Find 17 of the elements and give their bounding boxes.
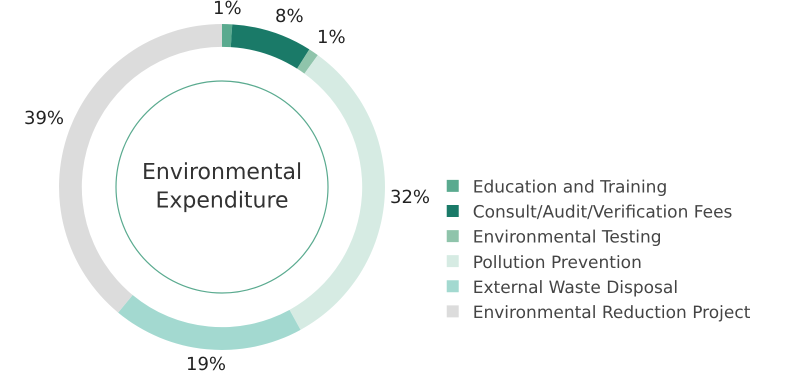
data-label: 19% (186, 354, 226, 375)
data-label: 1% (317, 27, 346, 48)
donut-slice (230, 24, 310, 69)
legend-label: Consult/Audit/Verification Fees (472, 202, 733, 223)
data-label: 8% (275, 6, 304, 27)
data-label: 39% (24, 108, 64, 129)
donut-slice (118, 295, 301, 350)
legend-label: External Waste Disposal (472, 278, 678, 298)
data-label: 1% (213, 0, 242, 19)
legend-label: Environmental Testing (472, 228, 662, 248)
data-label: 32% (390, 187, 430, 208)
legend-label: Pollution Prevention (472, 252, 642, 273)
text: Environmental Expenditure (142, 160, 302, 214)
donut-slice (297, 49, 318, 74)
legend-label: Education and Training (472, 178, 668, 198)
donut-slice (222, 24, 232, 48)
legend-label: Environmental Reduction Project (472, 303, 751, 323)
